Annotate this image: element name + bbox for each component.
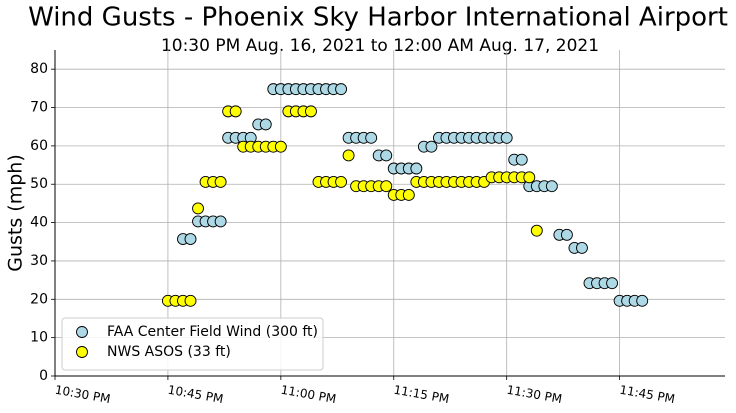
point [184, 294, 197, 307]
y-tick-label: 80 [30, 61, 48, 77]
y-axis-label: Gusts (mph) [5, 154, 27, 272]
point [425, 140, 438, 153]
point [365, 131, 378, 144]
legend-box [61, 317, 324, 371]
point [274, 140, 287, 153]
point [184, 233, 197, 246]
point [576, 241, 588, 254]
point [560, 228, 573, 241]
legend: FAA Center Field Wind (300 ft) NWS ASOS (… [61, 317, 324, 371]
point [259, 118, 272, 131]
point [335, 83, 348, 96]
y-tick-label: 20 [30, 291, 48, 307]
y-tick-label: 70 [30, 100, 48, 116]
legend-label: FAA Center Field Wind (300 ft) [107, 324, 318, 340]
point [410, 162, 423, 175]
chart-title: Wind Gusts - Phoenix Sky Harbor Internat… [28, 3, 728, 33]
y-tick-label: 60 [30, 138, 48, 154]
point [515, 153, 528, 166]
y-tick-label: 40 [30, 215, 48, 231]
point [380, 180, 393, 193]
point [530, 224, 543, 237]
point [214, 175, 227, 188]
y-tick-label: 50 [30, 176, 48, 192]
point [545, 180, 558, 193]
legend-marker [76, 326, 88, 338]
legend-label: NWS ASOS (33 ft) [107, 344, 231, 360]
point [335, 175, 348, 188]
point [523, 171, 536, 184]
point [380, 149, 393, 162]
y-tick-label: 30 [30, 253, 48, 269]
y-tick-label: 0 [39, 368, 48, 384]
legend-marker [76, 346, 88, 358]
point [192, 202, 204, 215]
marks [161, 83, 649, 307]
point [500, 131, 513, 144]
point [342, 149, 355, 162]
y-tick-label: 10 [30, 330, 48, 346]
point [636, 294, 649, 307]
point [214, 215, 227, 228]
point [229, 105, 242, 118]
point [402, 189, 415, 201]
chart-subtitle: 10:30 PM Aug. 16, 2021 to 12:00 AM Aug. … [161, 36, 599, 56]
point [606, 277, 619, 290]
point [305, 105, 317, 118]
